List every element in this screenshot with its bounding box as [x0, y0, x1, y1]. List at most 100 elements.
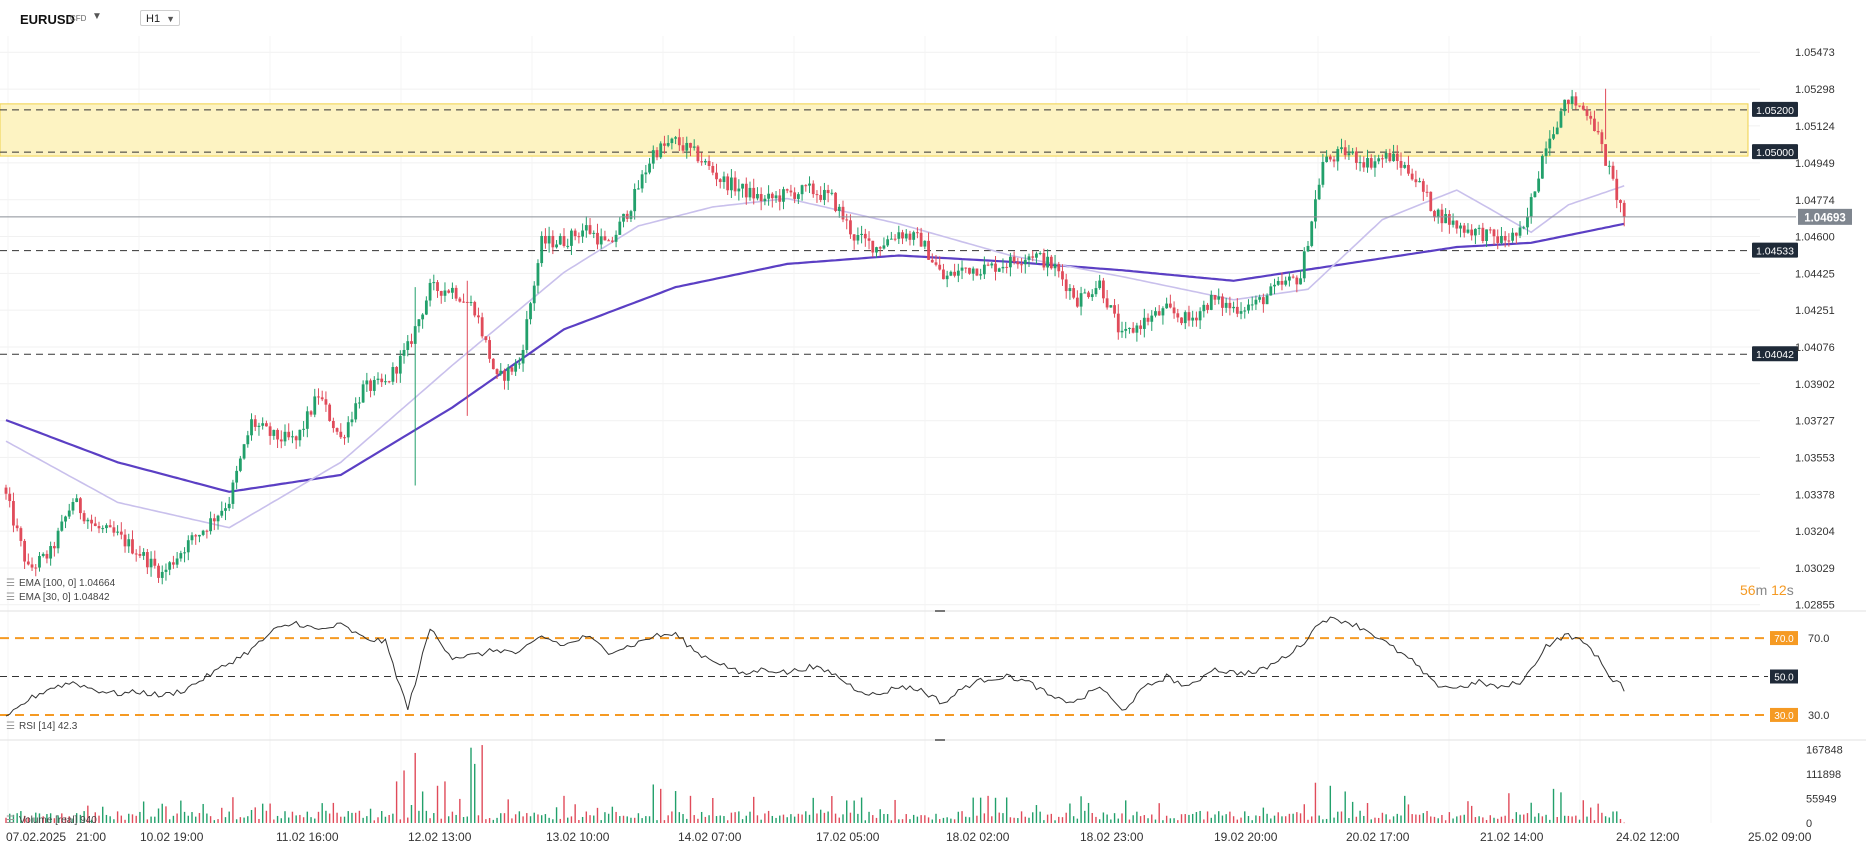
- candle: [432, 274, 436, 291]
- candle-body: [116, 531, 119, 533]
- volume-legend[interactable]: ☰ Volume [real] 940: [6, 815, 97, 826]
- candle-body: [1366, 158, 1369, 168]
- candle-body: [395, 367, 398, 374]
- volume-bar: [544, 814, 547, 823]
- candle: [1235, 298, 1239, 318]
- candle: [1105, 289, 1109, 310]
- candle-body: [12, 501, 15, 526]
- volume-bar: [1206, 811, 1209, 823]
- candle-body: [358, 402, 361, 404]
- ema30-legend[interactable]: ☰ EMA [30, 0] 1.04842: [6, 592, 110, 603]
- rsi-legend[interactable]: ☰ RSI [14] 42.3: [6, 721, 77, 732]
- candle: [700, 152, 704, 166]
- candle: [1418, 177, 1421, 183]
- candle: [1354, 147, 1358, 170]
- ema100-legend[interactable]: ☰ EMA [100, 0] 1.04664: [6, 578, 115, 589]
- candle: [514, 359, 518, 376]
- volume-bar: [1125, 800, 1127, 823]
- candle: [800, 184, 804, 201]
- volume-bar: [704, 816, 707, 823]
- volume-bar: [1013, 817, 1015, 823]
- symbol-name[interactable]: EURUSD: [20, 12, 75, 27]
- candle: [421, 313, 425, 329]
- volume-bar: [1523, 814, 1525, 823]
- candle-body: [1105, 298, 1109, 308]
- candle: [142, 548, 146, 560]
- candle: [1388, 148, 1392, 163]
- candle: [402, 343, 406, 364]
- candle-body: [145, 552, 149, 568]
- candle: [443, 282, 447, 302]
- volume-bar: [1005, 797, 1008, 823]
- candle-body: [1555, 127, 1559, 135]
- volume-bar: [1058, 816, 1060, 823]
- candle: [194, 533, 198, 545]
- candle: [309, 410, 313, 417]
- volume-bar: [600, 820, 602, 823]
- volume-bar: [5, 817, 7, 823]
- candle: [127, 533, 131, 553]
- candle: [956, 263, 960, 283]
- candle-body: [901, 232, 904, 239]
- candle-body: [45, 553, 49, 559]
- volume-bar: [1351, 801, 1354, 823]
- candle-body: [1589, 115, 1593, 119]
- volume-bar: [1277, 812, 1279, 823]
- volume-bar: [1363, 815, 1365, 823]
- candle-body: [272, 429, 276, 436]
- candle-body: [1514, 232, 1518, 236]
- candle: [477, 307, 480, 324]
- volume-bar: [481, 745, 483, 823]
- candle-body: [328, 404, 332, 421]
- candle-body: [637, 188, 640, 190]
- candle-body: [1239, 311, 1243, 314]
- candle-body: [64, 516, 67, 522]
- volume-bar: [857, 813, 859, 823]
- volume-bar: [425, 810, 428, 823]
- candle: [1232, 301, 1235, 313]
- volume-bar: [1229, 811, 1231, 823]
- candle: [49, 541, 53, 566]
- candle-body: [1195, 317, 1198, 321]
- volume-bar: [514, 814, 517, 823]
- candle-body: [1622, 202, 1626, 217]
- volume-bar: [128, 813, 130, 823]
- volume-bar: [1258, 816, 1261, 823]
- candle: [1075, 290, 1079, 308]
- volume-bar: [656, 820, 658, 823]
- candle-body: [640, 174, 644, 189]
- volume-bar: [1195, 812, 1198, 823]
- candle-body: [238, 458, 242, 471]
- candle-body: [1116, 313, 1120, 333]
- candle: [1165, 297, 1169, 309]
- level-label: 1.05000: [1756, 147, 1794, 159]
- candle: [34, 564, 38, 577]
- candle-body: [1477, 227, 1481, 229]
- candle: [558, 233, 562, 246]
- candle: [201, 529, 205, 537]
- candle-countdown: 56m 12s: [1740, 582, 1794, 598]
- volume-bar: [1162, 820, 1164, 823]
- level-tag: [1752, 101, 1798, 117]
- candle: [41, 552, 45, 558]
- candle: [346, 416, 350, 443]
- timeframe-select[interactable]: H1 ▼: [140, 10, 180, 26]
- candle-body: [1187, 312, 1191, 321]
- candle-body: [975, 268, 979, 276]
- volume-bar: [771, 815, 774, 823]
- candle-body: [346, 422, 350, 438]
- candle: [633, 183, 637, 220]
- candle: [1384, 149, 1388, 163]
- symbol-dropdown-icon[interactable]: ▼: [92, 11, 102, 22]
- candle-body: [1005, 266, 1009, 268]
- candle: [4, 484, 8, 500]
- candle: [748, 181, 752, 201]
- candle: [105, 523, 108, 534]
- candle: [358, 396, 361, 409]
- candle: [1261, 293, 1265, 313]
- volume-bar: [1586, 816, 1588, 823]
- candle: [64, 515, 67, 529]
- candle-body: [447, 290, 451, 293]
- candle-body: [23, 540, 26, 562]
